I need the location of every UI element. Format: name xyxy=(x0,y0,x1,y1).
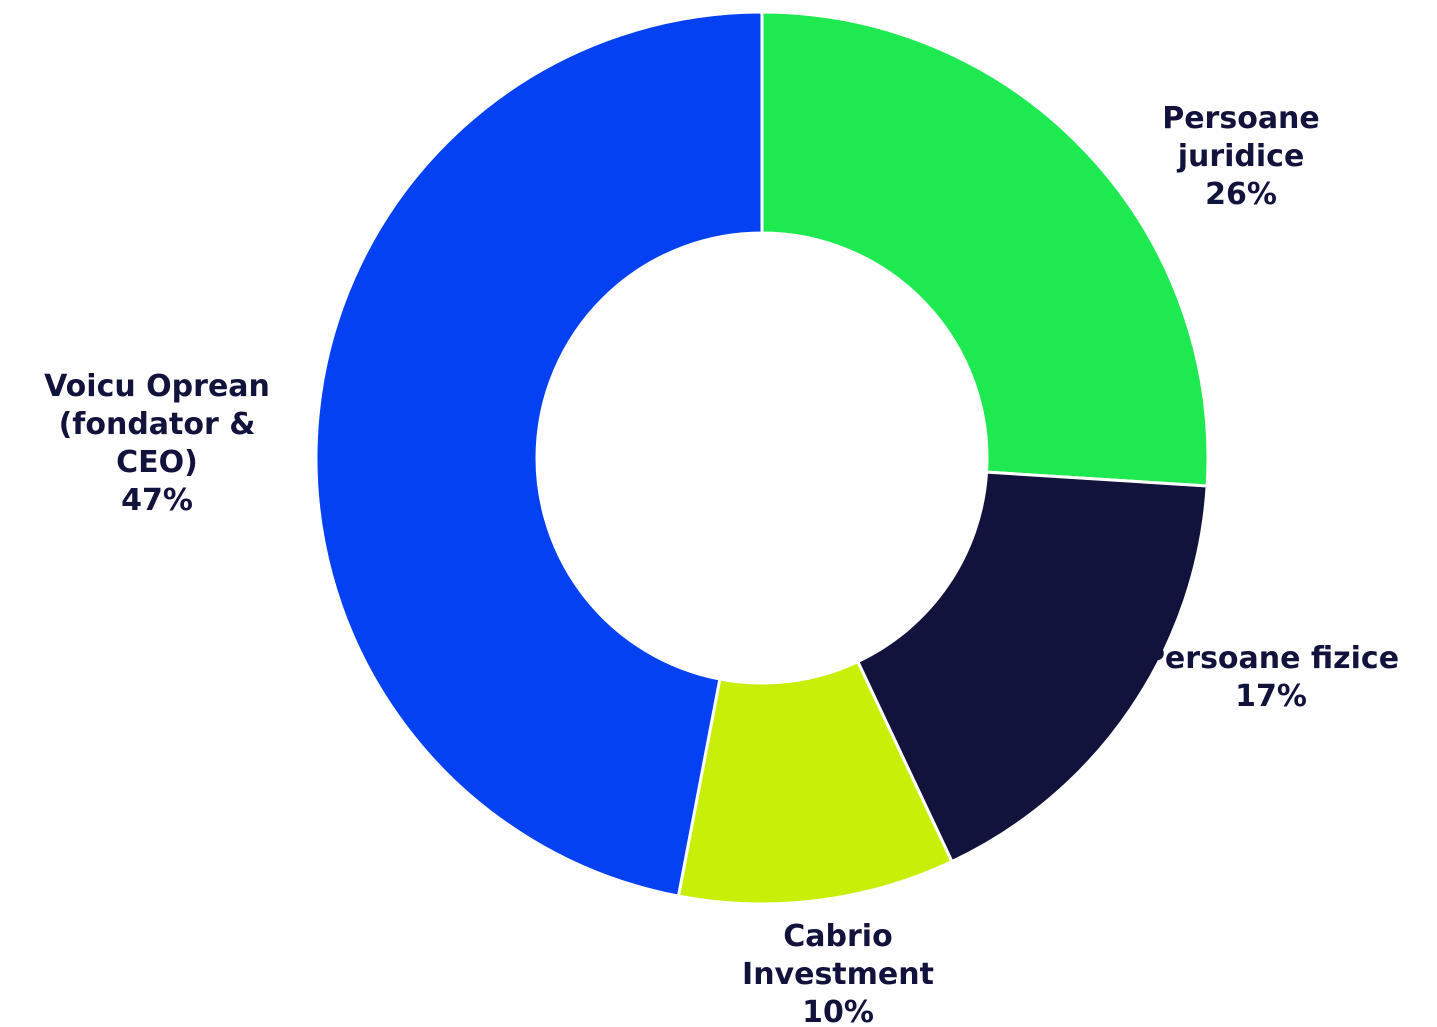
slice-name-line: Cabrio xyxy=(783,919,892,954)
slice-name-line: Persoane fizice xyxy=(1143,641,1399,676)
slice-name-line: Investment xyxy=(742,957,934,992)
slice-percent-label: 17% xyxy=(1235,679,1307,714)
pie-slice-1 xyxy=(855,470,1209,864)
slices-group xyxy=(314,10,1210,906)
slice-name-line: juridice xyxy=(1177,139,1305,174)
slice-label-1: Persoane fizice 17% xyxy=(1143,641,1399,714)
slice-percent-label: 26% xyxy=(1205,177,1277,212)
pie-slice-0 xyxy=(760,10,1210,488)
slice-name-line: Persoane xyxy=(1162,101,1320,136)
slice-label-3: Voicu Oprean (fondator & CEO) 47% xyxy=(44,369,270,518)
pie-slice-3 xyxy=(314,10,764,898)
slice-name-line: (fondator & xyxy=(59,407,256,442)
slice-percent-label: 47% xyxy=(121,483,193,518)
slice-name-line: Voicu Oprean xyxy=(44,369,270,404)
labels-group: Persoane juridice 26% Persoane fizice 17% Cab… xyxy=(44,101,1399,1027)
slice-name-line: CEO) xyxy=(116,445,198,480)
slice-label-2: Cabrio Investment 10% xyxy=(742,919,934,1027)
slice-percent-label: 10% xyxy=(802,995,874,1027)
slice-label-0: Persoane juridice 26% xyxy=(1162,101,1320,212)
